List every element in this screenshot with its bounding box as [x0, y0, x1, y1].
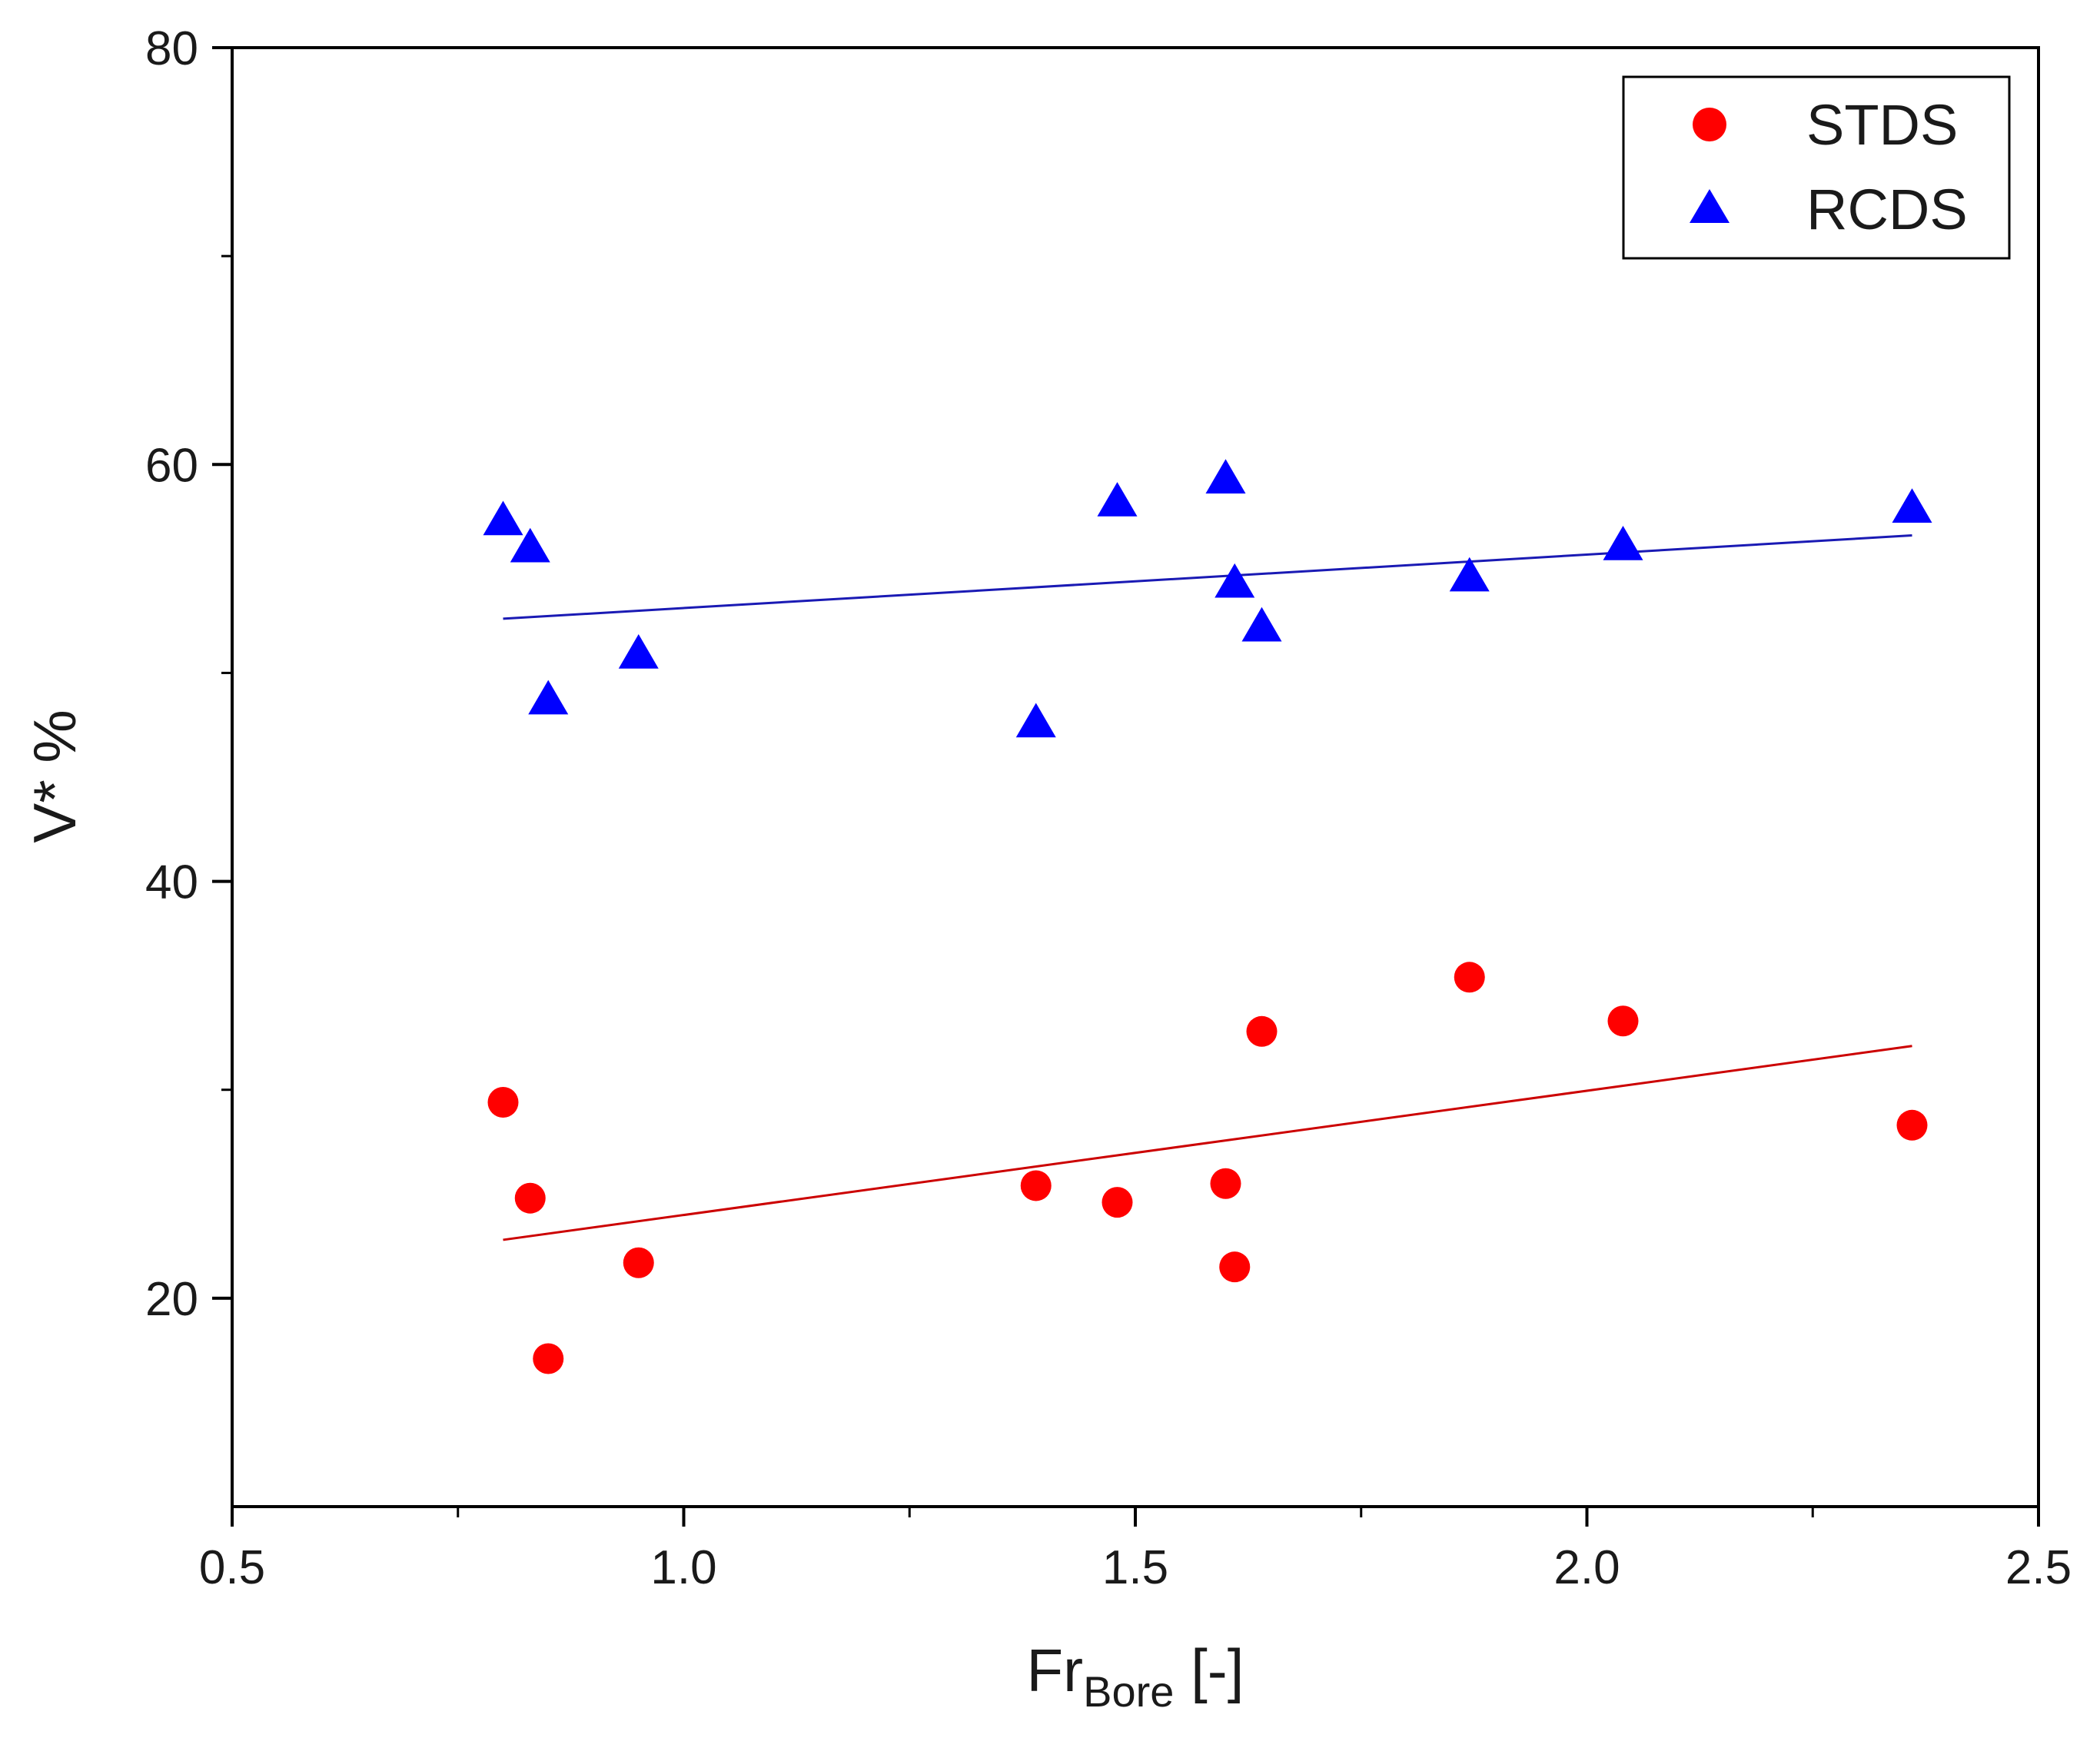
x-tick-label: 1.0	[650, 1541, 716, 1594]
x-tick-label: 2.5	[2005, 1541, 2072, 1594]
point-rcds	[1892, 488, 1932, 523]
y-tick-label: 80	[145, 22, 198, 75]
legend-marker-rcds	[1690, 189, 1730, 223]
data-points	[483, 459, 1932, 1374]
y-tick-label: 40	[145, 856, 198, 909]
point-rcds	[1603, 526, 1643, 560]
point-rcds	[1214, 563, 1255, 598]
point-stds	[533, 1343, 564, 1374]
point-stds	[1896, 1109, 1928, 1141]
x-tick-label: 2.0	[1553, 1541, 1620, 1594]
point-rcds	[528, 680, 569, 715]
legend-label-stds: STDS	[1806, 93, 1958, 157]
point-stds	[1454, 962, 1485, 993]
plot-area	[231, 46, 2040, 1508]
x-axis-title-subscript: Bore	[1083, 1667, 1174, 1716]
point-rcds	[483, 500, 523, 536]
point-stds	[1210, 1168, 1241, 1199]
point-rcds	[618, 634, 659, 669]
point-rcds	[1449, 557, 1490, 592]
point-stds	[1102, 1187, 1133, 1218]
point-rcds	[1097, 482, 1138, 517]
point-stds	[1607, 1005, 1639, 1037]
x-axis: 0.5 1.0 1.5 2.0 2.5	[199, 1507, 2072, 1594]
y-axis: 20 40 60 80	[145, 22, 232, 1326]
point-rcds	[1205, 459, 1246, 493]
trendline-rcds	[503, 533, 1912, 620]
y-tick-label: 60	[145, 439, 198, 492]
legend-box	[1622, 75, 2011, 260]
x-axis-title-suffix: [-]	[1174, 1637, 1244, 1704]
point-stds	[1020, 1170, 1052, 1201]
legend-label-rcds: RCDS	[1806, 178, 1968, 241]
x-axis-title: FrBore [-]	[1027, 1637, 1244, 1716]
point-rcds	[1241, 606, 1282, 642]
x-tick-label: 0.5	[199, 1541, 265, 1594]
x-axis-title-main: Fr	[1027, 1637, 1084, 1704]
trendlines	[503, 533, 1912, 1241]
x-tick-label: 1.5	[1102, 1541, 1168, 1594]
point-stds	[487, 1086, 519, 1118]
point-stds	[1219, 1251, 1251, 1283]
point-stds	[514, 1182, 546, 1214]
y-axis-title: V* %	[21, 709, 88, 842]
point-stds	[1246, 1015, 1278, 1047]
point-stds	[623, 1247, 654, 1278]
legend: STDS RCDS	[1622, 75, 2011, 260]
trendline-stds	[503, 1045, 1912, 1241]
point-rcds	[510, 527, 550, 563]
legend-marker-stds	[1693, 108, 1726, 141]
point-rcds	[1015, 703, 1056, 738]
y-tick-label: 20	[145, 1273, 198, 1326]
